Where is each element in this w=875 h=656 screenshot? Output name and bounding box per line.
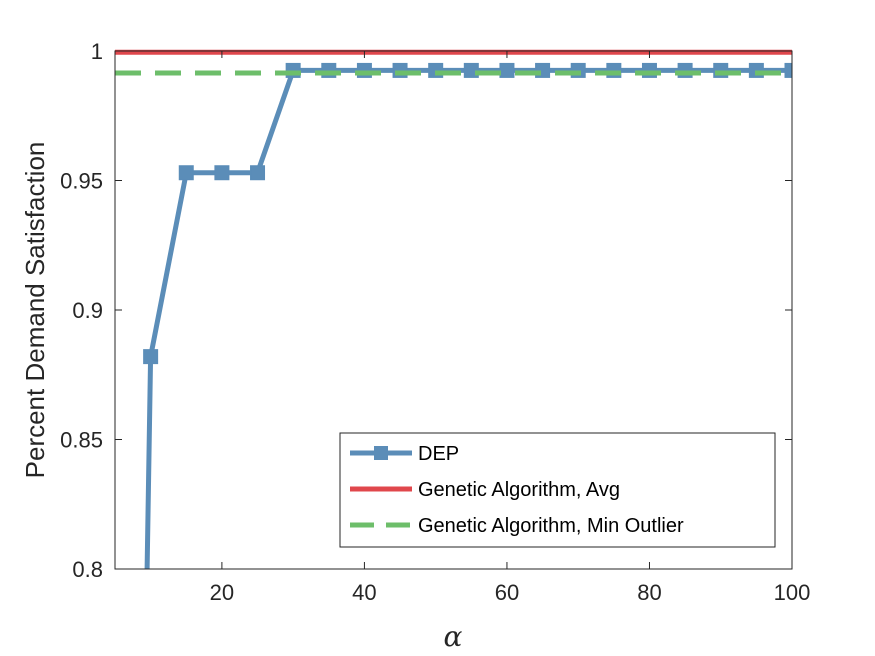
x-tick-label: 20 [210, 580, 234, 605]
data-point [144, 350, 158, 364]
y-tick-label: 1 [91, 39, 103, 64]
y-tick-label: 0.9 [72, 298, 103, 323]
x-tick-label: 40 [352, 580, 376, 605]
x-axis-label: α [444, 620, 463, 653]
legend-label-2: Genetic Algorithm, Min Outlier [418, 515, 684, 537]
y-axis-label: Percent Demand Satisfaction [20, 142, 50, 479]
legend: DEP Genetic Algorithm, Avg Genetic Algorit… [340, 433, 775, 547]
x-tick-label: 60 [495, 580, 519, 605]
y-tick-label: 0.95 [60, 169, 103, 194]
x-tick-label: 100 [774, 580, 811, 605]
legend-marker [374, 446, 388, 460]
data-point [251, 166, 265, 180]
x-tick-label: 80 [637, 580, 661, 605]
legend-label-0: DEP [418, 443, 459, 465]
y-tick-label: 0.8 [72, 557, 103, 582]
data-point [179, 166, 193, 180]
data-point [500, 63, 514, 77]
data-point [215, 166, 229, 180]
y-tick-label: 0.85 [60, 428, 103, 453]
legend-label-1: Genetic Algorithm, Avg [418, 479, 620, 501]
